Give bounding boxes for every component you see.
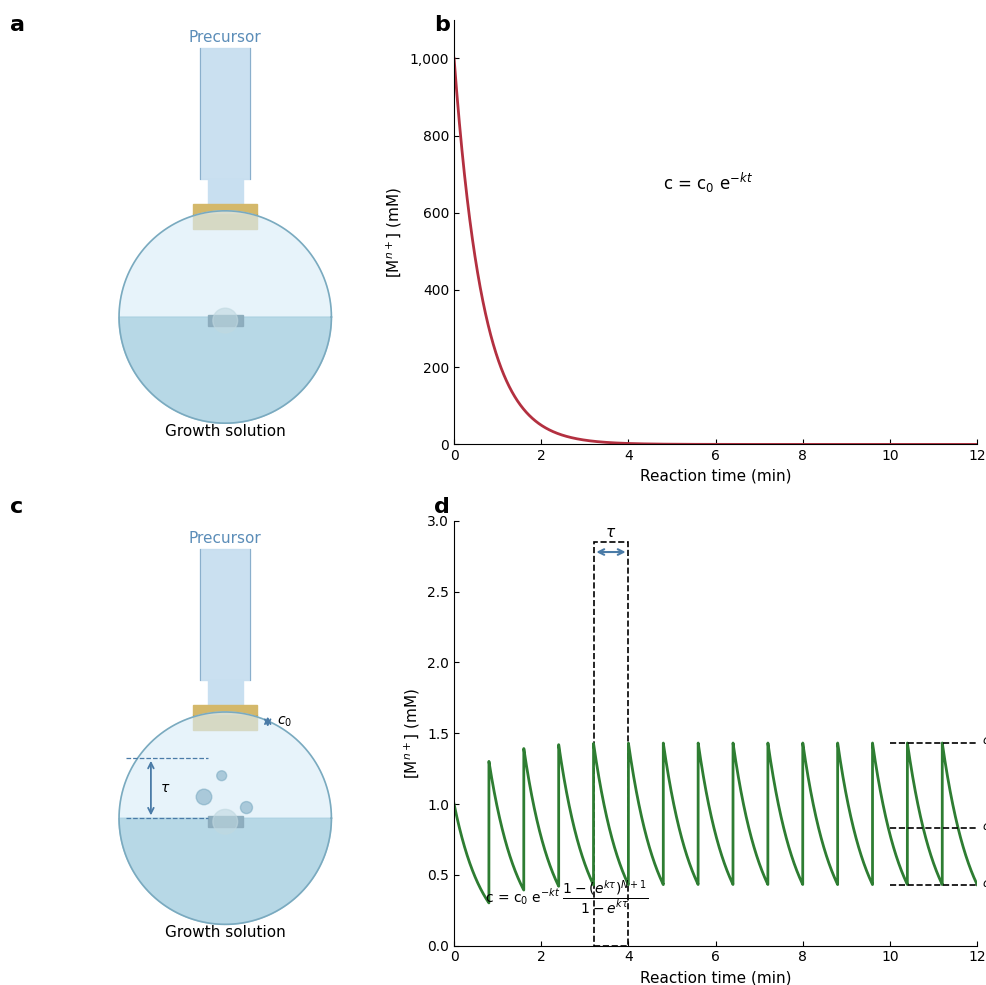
Polygon shape — [200, 550, 249, 681]
Polygon shape — [193, 705, 256, 714]
Text: Growth solution: Growth solution — [165, 925, 285, 941]
Text: Precursor: Precursor — [188, 532, 261, 547]
Text: $c_0$: $c_0$ — [276, 715, 292, 729]
Circle shape — [213, 810, 238, 834]
Polygon shape — [193, 204, 256, 213]
Text: $c_{\rm low}= c_0\ \dfrac{e^{-k\tau}}{1-e^{-k\tau}}$: $c_{\rm low}= c_0\ \dfrac{e^{-k\tau}}{1-… — [981, 869, 986, 900]
Text: c = c$_0$ e$^{-kt}$: c = c$_0$ e$^{-kt}$ — [663, 170, 752, 195]
Text: d: d — [434, 497, 450, 517]
Text: a: a — [10, 15, 25, 34]
Polygon shape — [200, 48, 249, 179]
X-axis label: Reaction time (min): Reaction time (min) — [639, 469, 791, 484]
Y-axis label: [M$^{n+}$] (mM): [M$^{n+}$] (mM) — [402, 688, 421, 779]
Text: $\tau$: $\tau$ — [604, 525, 616, 540]
Polygon shape — [119, 211, 331, 424]
Circle shape — [213, 308, 238, 333]
Text: $\tau$: $\tau$ — [160, 781, 170, 795]
Text: Growth solution: Growth solution — [165, 425, 285, 439]
Text: $c_{\rm avg}=\ \dfrac{c_0}{k\tau}$: $c_{\rm avg}=\ \dfrac{c_0}{k\tau}$ — [981, 815, 986, 841]
Circle shape — [217, 770, 227, 781]
Bar — [593, 542, 628, 946]
Y-axis label: [M$^{n+}$] (mM): [M$^{n+}$] (mM) — [385, 186, 403, 278]
Circle shape — [241, 802, 252, 814]
Polygon shape — [193, 213, 256, 229]
Circle shape — [196, 789, 212, 805]
Polygon shape — [193, 714, 256, 730]
Text: Precursor: Precursor — [188, 31, 261, 45]
Polygon shape — [119, 317, 331, 424]
Polygon shape — [119, 819, 331, 924]
Polygon shape — [207, 681, 243, 726]
Text: c: c — [10, 497, 23, 517]
Polygon shape — [207, 817, 243, 827]
Text: b: b — [434, 15, 450, 34]
X-axis label: Reaction time (min): Reaction time (min) — [639, 970, 791, 985]
Polygon shape — [207, 179, 243, 225]
Polygon shape — [119, 712, 331, 924]
Text: c = c$_0$ e$^{-kt}$ $\dfrac{1-(e^{k\tau})^{N+1}}{1-e^{k\tau}}$: c = c$_0$ e$^{-kt}$ $\dfrac{1-(e^{k\tau}… — [485, 879, 649, 916]
Polygon shape — [207, 315, 243, 326]
Text: $c_{\rm up}= c_0\ \dfrac{1}{1-e^{-k\tau}}$: $c_{\rm up}= c_0\ \dfrac{1}{1-e^{-k\tau}… — [981, 729, 986, 757]
